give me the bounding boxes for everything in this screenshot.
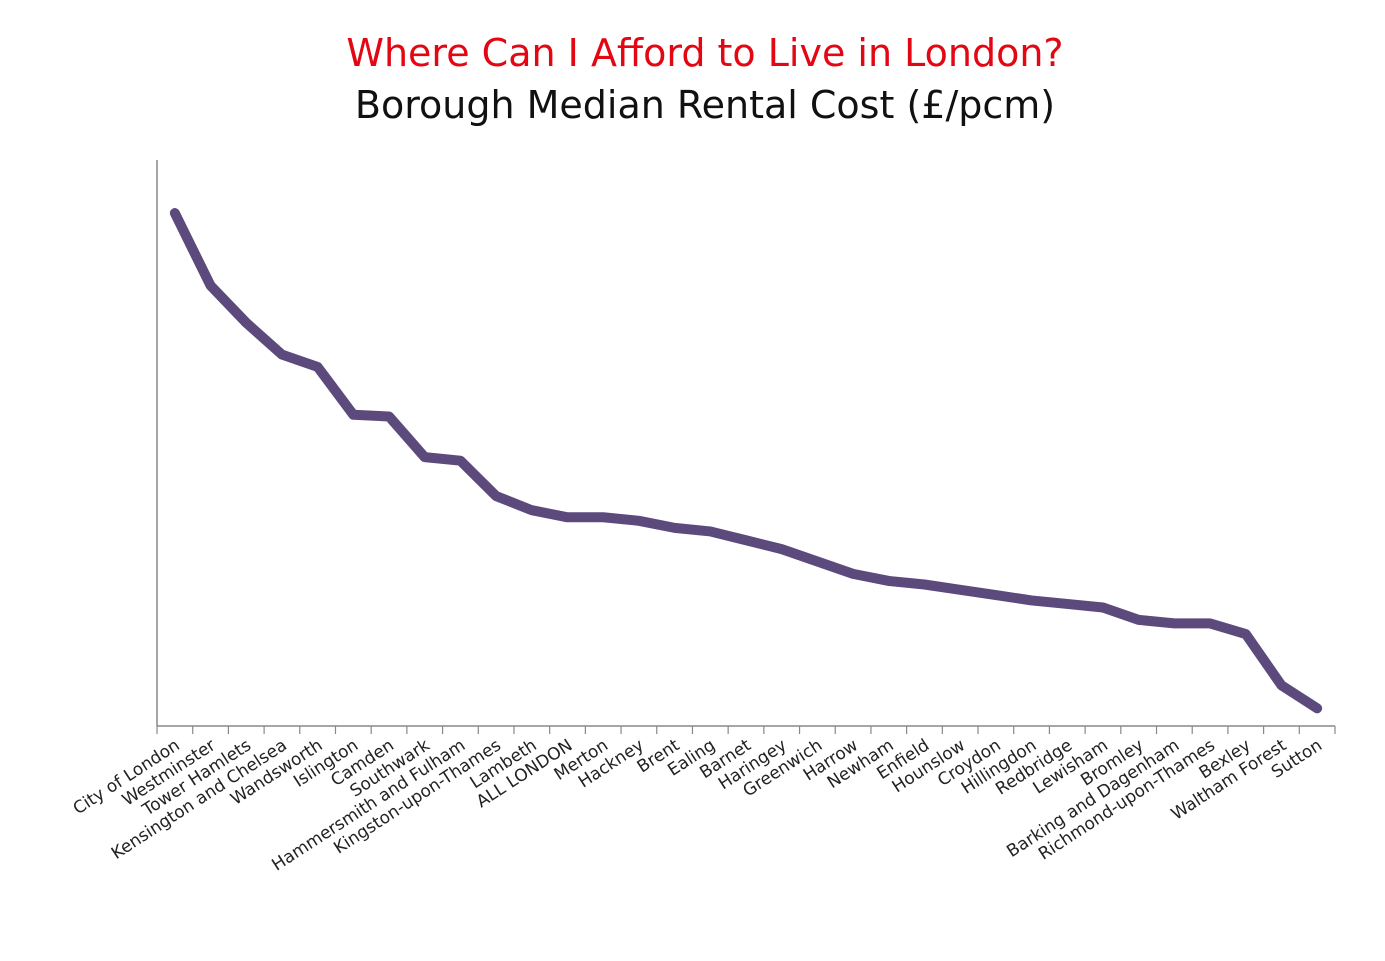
- chart-subtitle: Borough Median Rental Cost (£/pcm): [355, 83, 1055, 127]
- chart-title: Where Can I Afford to Live in London?: [346, 31, 1063, 75]
- line-series: [169, 208, 1323, 714]
